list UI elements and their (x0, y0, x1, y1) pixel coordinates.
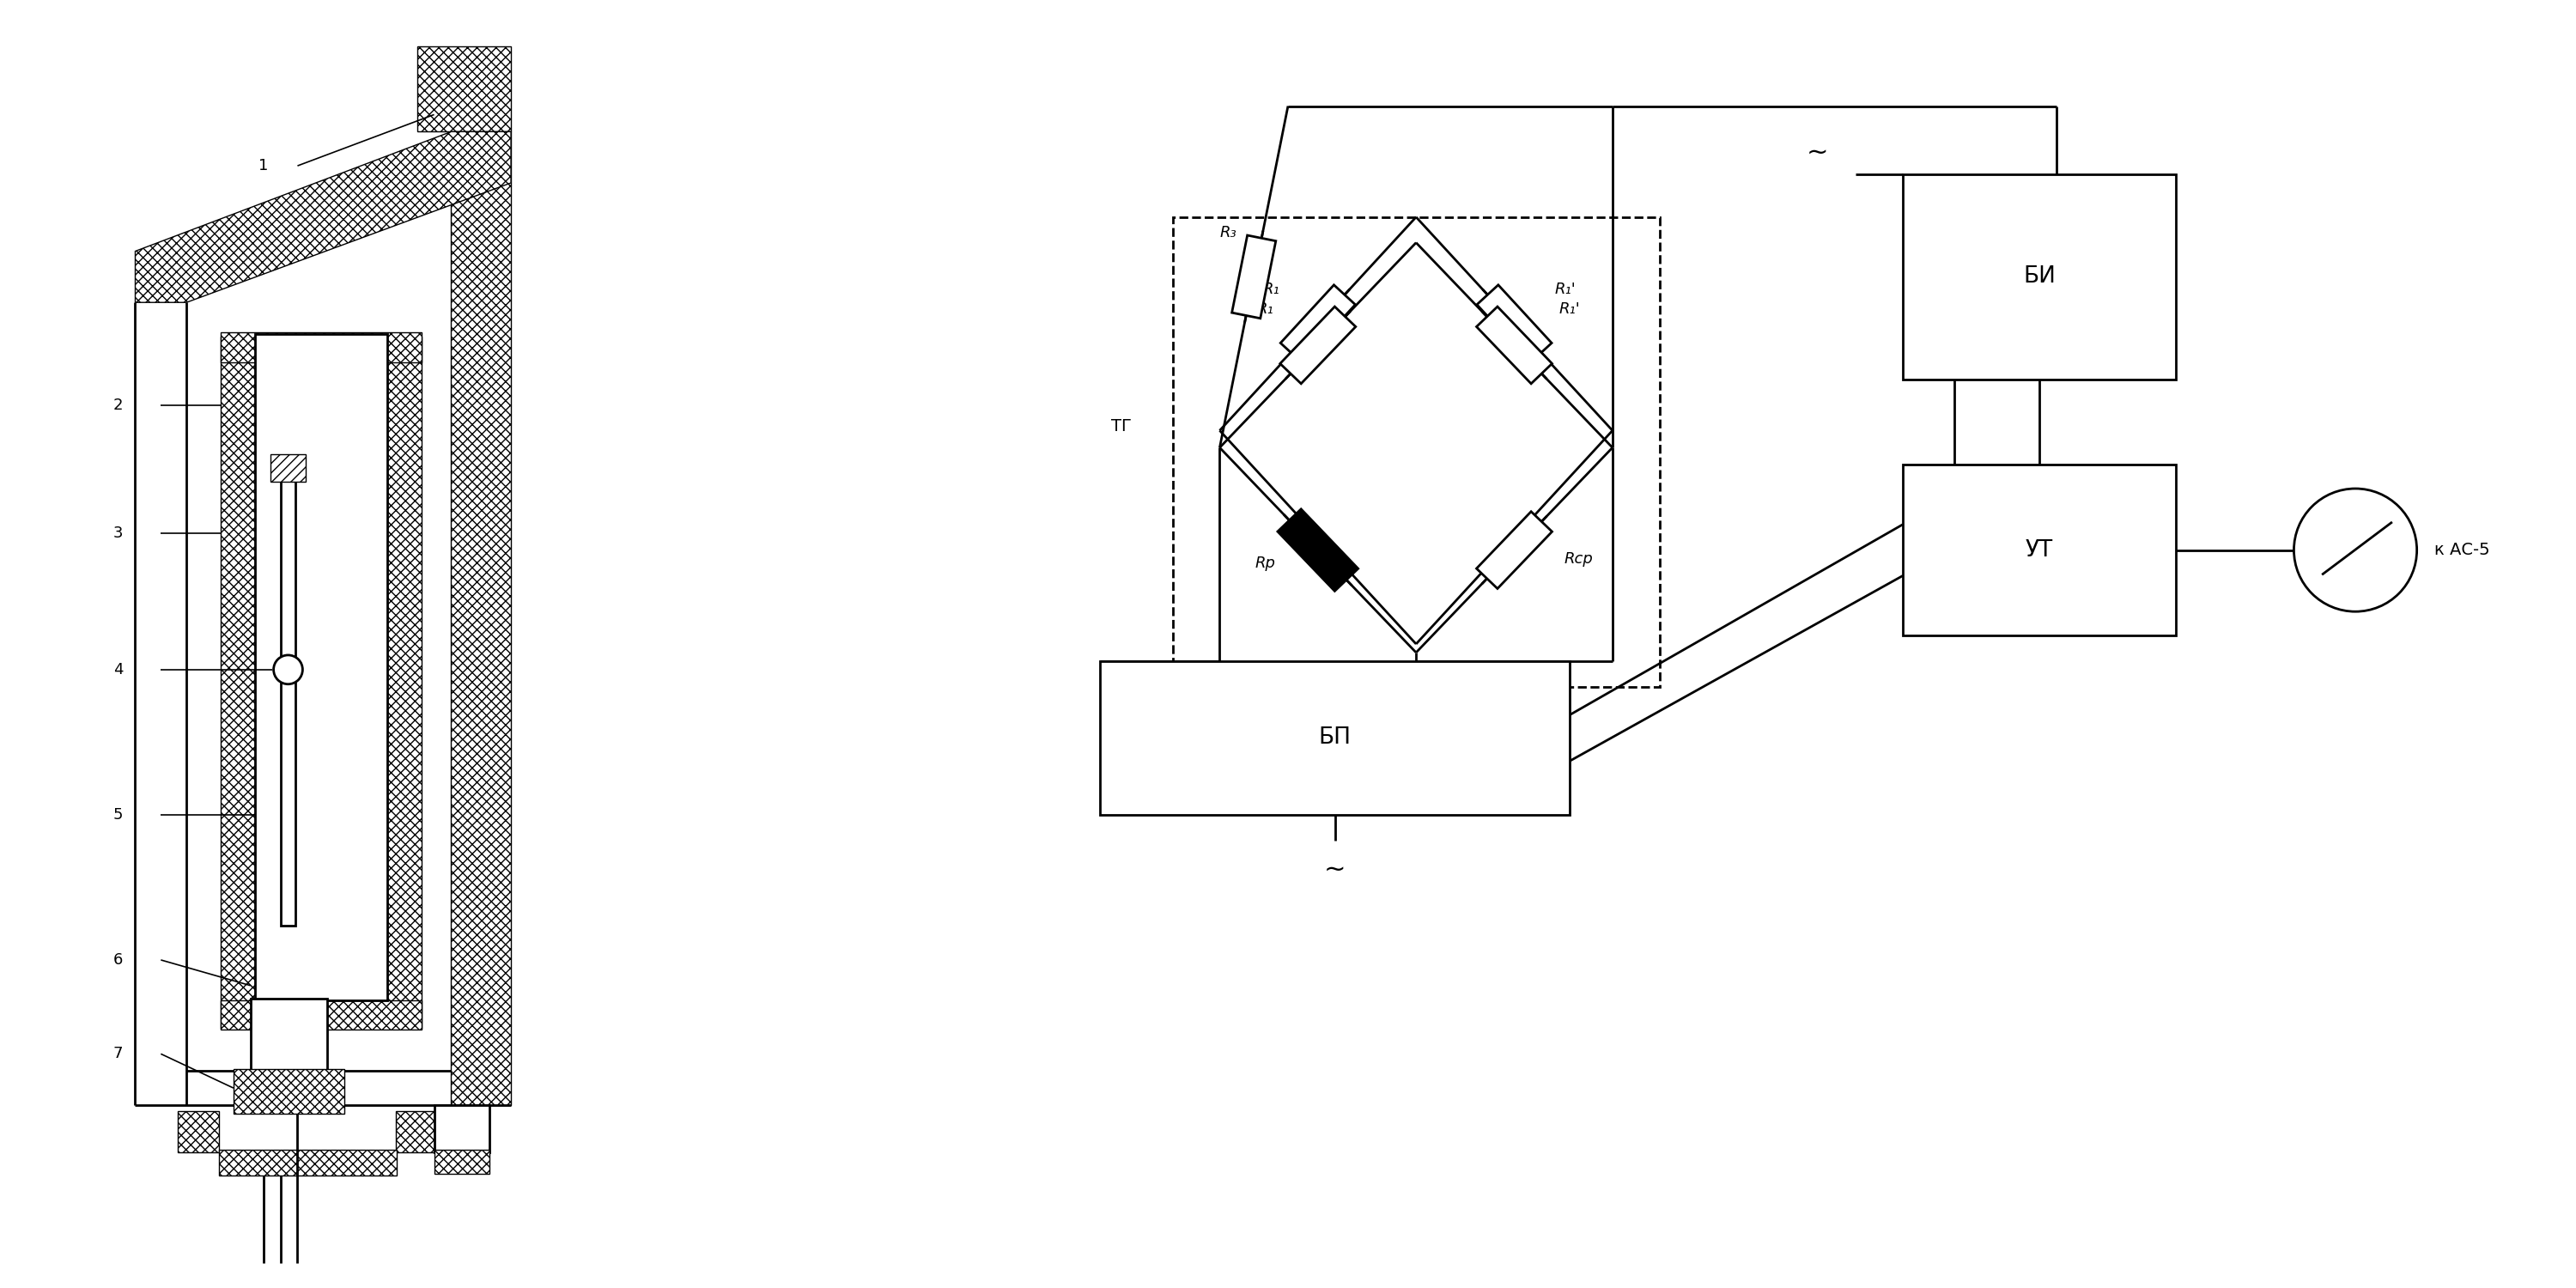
Bar (1172, 218, 1659, 687)
Text: Rр: Rр (1255, 555, 1275, 571)
Polygon shape (1231, 236, 1275, 318)
Bar (255, 334, 386, 999)
Text: 4: 4 (113, 662, 124, 677)
Bar (1904, 465, 2177, 635)
Bar (219, 1149, 397, 1175)
Polygon shape (1280, 307, 1355, 384)
Bar (222, 332, 422, 362)
Circle shape (273, 656, 301, 684)
Bar (451, 131, 510, 1105)
Text: R₁': R₁' (1558, 301, 1582, 317)
Bar (250, 998, 327, 1070)
Polygon shape (1280, 285, 1355, 363)
Bar (417, 46, 510, 131)
Text: R₁: R₁ (1257, 301, 1273, 317)
Bar (270, 455, 307, 482)
Polygon shape (1278, 509, 1358, 591)
Text: 7: 7 (113, 1046, 124, 1061)
Text: ~: ~ (1806, 140, 1829, 165)
Bar (281, 473, 296, 926)
Text: ТГ: ТГ (1110, 419, 1131, 434)
Bar (222, 336, 255, 1028)
Text: Rср: Rср (1564, 551, 1592, 567)
Polygon shape (1476, 285, 1551, 363)
Text: 3: 3 (113, 526, 124, 541)
Text: R₁': R₁' (1556, 282, 1577, 298)
Bar (234, 1069, 345, 1114)
Text: ~: ~ (1324, 858, 1345, 882)
Bar (397, 1112, 438, 1151)
Bar (386, 336, 422, 1028)
Bar (1904, 174, 2177, 379)
Text: 5: 5 (113, 808, 124, 823)
Text: 1: 1 (258, 158, 268, 174)
Text: 6: 6 (113, 952, 124, 967)
Polygon shape (1476, 307, 1553, 384)
Text: БП: БП (1319, 726, 1352, 750)
Circle shape (2293, 488, 2416, 612)
Text: УТ: УТ (2025, 538, 2053, 562)
Bar (435, 1105, 489, 1151)
Bar (222, 999, 422, 1030)
Text: к АС-5: к АС-5 (2434, 542, 2488, 558)
Text: R₁: R₁ (1262, 282, 1280, 298)
Text: БИ: БИ (2022, 265, 2056, 289)
Polygon shape (1476, 511, 1553, 589)
Text: R₃: R₃ (1221, 224, 1236, 240)
Bar (178, 1112, 219, 1151)
Text: 2: 2 (113, 397, 124, 412)
Bar (435, 1149, 489, 1173)
Bar (1100, 661, 1569, 815)
Polygon shape (134, 131, 510, 303)
